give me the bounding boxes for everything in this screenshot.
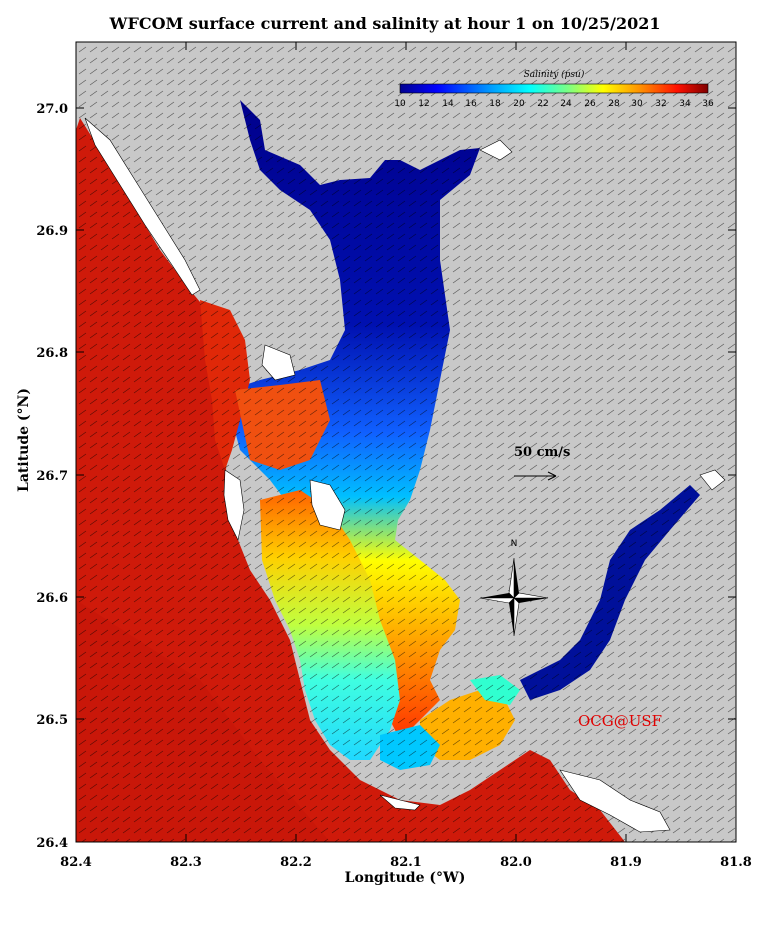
credit-label: OCG@USF [578,712,662,730]
x-axis-label: Longitude (°W) [344,870,466,886]
velocity-scale: 50 cm/s [514,445,570,481]
y-tick-label: 26.5 [36,713,68,728]
y-tick-label: 26.6 [36,591,68,606]
x-tick-label: 81.9 [610,855,642,870]
colorbar-tick: 12 [418,99,429,109]
colorbar-tick: 34 [679,99,691,109]
colorbar-tick: 30 [631,99,643,109]
y-tick-label: 26.4 [36,836,68,851]
map-title: WFCOM surface current and salinity at ho… [109,14,661,33]
x-tick-label: 82.3 [170,855,202,870]
salinity-colorbar: Salinity (psu) 10 12 14 16 18 20 22 24 2… [394,69,714,109]
colorbar-tick: 20 [513,99,525,109]
x-tick-label: 82.0 [500,855,532,870]
scale-label: 50 cm/s [514,445,570,460]
y-ticks [76,107,736,720]
x-tick-label: 81.8 [720,855,752,870]
y-tick-label: 27.0 [36,102,68,117]
colorbar-tick: 10 [394,99,406,109]
x-tick-label: 82.2 [280,855,312,870]
colorbar-title: Salinity (psu) [524,69,585,80]
colorbar-tick: 32 [655,99,666,109]
x-ticks [75,42,737,842]
north-arrow-icon: N [479,539,549,637]
x-tick-label: 82.1 [390,855,422,870]
colorbar-tick: 26 [584,99,596,109]
y-tick-label: 26.9 [36,224,68,239]
colorbar-tick: 16 [465,99,477,109]
barrier-island [84,117,201,296]
colorbar-tick: 22 [537,99,548,109]
colorbar-tick: 18 [489,99,501,109]
colorbar-tick: 36 [702,99,714,109]
x-tick-label: 82.4 [60,855,92,870]
y-tick-label: 26.8 [36,346,68,361]
colorbar-tick: 14 [442,99,454,109]
north-label: N [511,539,518,549]
y-tick-label: 26.7 [36,469,68,484]
colorbar-tick: 28 [608,99,620,109]
colorbar-tick: 24 [560,99,572,109]
